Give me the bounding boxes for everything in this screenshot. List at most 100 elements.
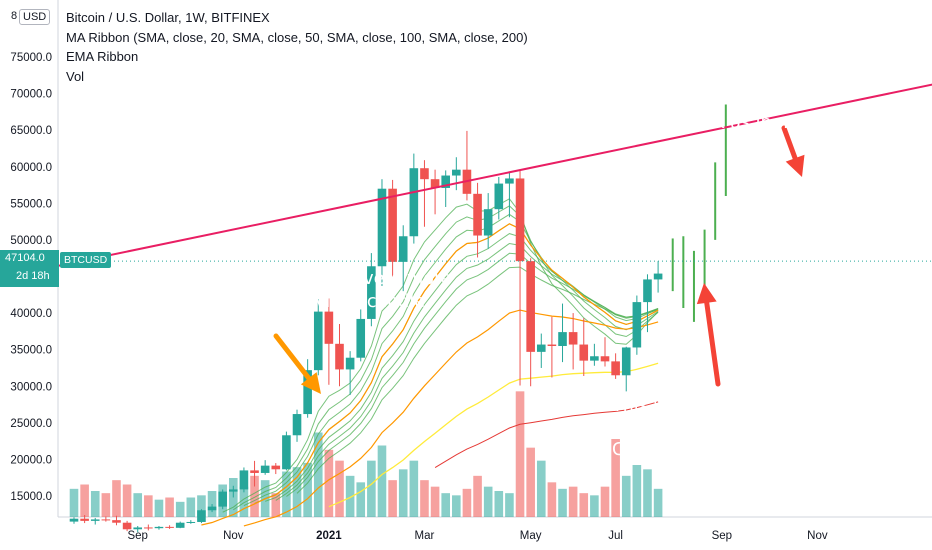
volume-bar [547,482,557,517]
volume-bar [154,499,164,517]
volume-bar [409,460,419,517]
candle-body [579,344,589,361]
symbol-price-tag: BTCUSD [60,252,112,268]
volume-bar [462,488,472,517]
volume-bar [175,501,185,517]
y-tick-label: 65000.0 [10,125,52,137]
volume-bar [515,391,525,517]
y-tick-label: 70000.0 [10,89,52,101]
red-arrow-down-head [785,154,805,177]
candle-body [260,465,270,473]
forecast-annotation: Till 20k as in my previous forecas [662,113,932,133]
candle-body [558,332,567,347]
indicator-ema-ribbon[interactable]: EMA Ribbon [66,49,139,64]
volume-bar [282,471,291,517]
candle-body [154,526,164,529]
x-tick-label: Nov [223,530,244,542]
x-tick-label: Sep [127,530,147,542]
ma-100-line [328,362,659,508]
bar-countdown: 2d 18h [16,270,50,282]
candle-body [505,178,514,184]
candle-body [430,179,440,188]
candle-body [218,491,227,507]
y-tick-label: 30000.0 [10,381,52,393]
x-tick-label: May [520,530,542,542]
candle-body [80,518,89,521]
current-price-flag: 47104.0 2d 18h [0,250,59,287]
x-tick-label: Nov [807,530,828,542]
shadow-annotation: The shadow of candle covers more than ha… [146,268,452,314]
candle-body [197,510,206,522]
volume-bar [600,486,610,517]
volume-bar [558,488,567,517]
volume-bar [430,486,440,517]
candle-body [377,188,387,267]
y-tick-label: 55000.0 [10,198,52,210]
ma-200-line [434,401,659,469]
volume-bar [101,493,111,517]
week-annotation-line-2: After will got correction till 40.7k [612,418,898,438]
candle-body [144,527,153,529]
ma-20-line [201,223,659,526]
ema-ribbon-line [296,266,659,494]
volume-bar [112,480,121,517]
volume-bar [335,460,344,517]
candle-body [282,435,291,470]
y-tick-label: 75000.0 [10,52,52,64]
orange-arrow-head [300,372,321,394]
volume-bar [186,497,196,517]
red-arrow-up-shaft [704,300,721,387]
currency-badge[interactable]: USD [19,9,51,25]
candle-body [590,356,599,361]
symbol-title[interactable]: Bitcoin / U.S. Dollar, 1W, BITFINEX [66,10,270,25]
candle-body [367,266,376,319]
volume-bar [197,495,206,517]
y-tick-label: 20000.0 [10,454,52,466]
volume-bar [632,465,642,517]
candle-body [335,343,344,370]
resistance-trendline [20,83,932,275]
candle-body [568,332,578,345]
volume-bar [398,469,408,517]
red-arrow-up-head [696,283,717,305]
volume-bar [207,491,217,517]
x-tick-label: Jul [608,530,623,542]
candle-body [324,311,334,344]
volume-bar [388,480,397,517]
volume-bar [505,493,514,517]
volume-bar [483,486,493,517]
candle-body [483,209,493,236]
candle-body [536,344,546,352]
candle-body [515,178,525,262]
volume-bar [271,493,281,517]
volume-bar [303,462,312,517]
candle-body [600,356,610,362]
indicator-ma-ribbon[interactable]: MA Ribbon (SMA, close, 20, SMA, close, 5… [66,29,528,45]
volume-bar [611,439,620,517]
shadow-annotation-line-2: than half of the previous candle. [146,292,431,312]
ema-ribbon-line [233,205,659,511]
candle-body [175,522,185,528]
volume-bar [356,482,366,517]
red-arrow-up [696,283,721,387]
chart-legend: Bitcoin / U.S. Dollar, 1W, BITFINEX MA R… [66,8,528,86]
volume-bar [313,432,323,517]
candle-body [653,273,663,280]
week-annotation-line-1: This week close near 50-53k [612,396,862,416]
volume-bar [133,493,143,517]
volume-bar [621,475,631,517]
indicator-volume[interactable]: Vol [66,68,85,84]
candle-body [239,470,249,490]
volume-bar [536,460,546,517]
candle-body [271,465,281,470]
ema-ribbon-line [286,252,659,497]
week-annotation: This week close near 50-53k After will g… [612,395,909,461]
ema-ribbon-line [222,198,659,513]
volume-bar [367,460,376,517]
volume-bar [526,447,535,517]
candle-body [229,489,238,492]
volume-bar [165,497,174,517]
red-arrow-down-shaft [781,125,798,161]
